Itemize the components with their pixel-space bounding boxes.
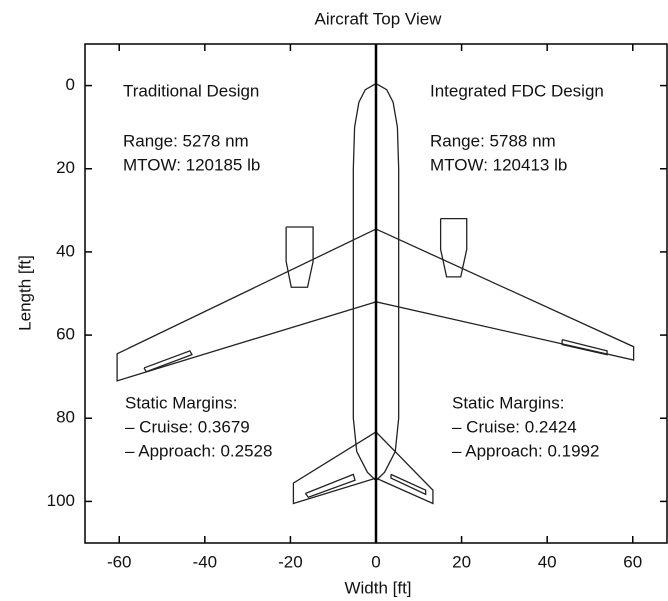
x-tick-label: 40 — [538, 552, 557, 571]
y-tick-label: 20 — [56, 158, 75, 177]
y-tick-label: 60 — [56, 325, 75, 344]
annotation: – Approach: 0.1992 — [452, 441, 599, 460]
annotation: Static Margins: — [125, 393, 237, 412]
chart-title: Aircraft Top View — [315, 9, 443, 28]
aircraft-outline — [439, 217, 468, 278]
x-tick-label: -60 — [107, 552, 132, 571]
annotation: MTOW: 120185 lb — [123, 155, 260, 174]
aircraft-outline — [390, 473, 427, 496]
x-axis-label: Width [ft] — [344, 578, 411, 597]
aircraft-outline — [375, 431, 434, 505]
y-tick-label: 100 — [47, 491, 75, 510]
aircraft-outline — [292, 431, 377, 505]
annotation: Range: 5278 nm — [123, 131, 249, 150]
aircraft-outline — [285, 226, 314, 288]
y-tick-label: 0 — [66, 75, 75, 94]
y-tick-label: 80 — [56, 408, 75, 427]
annotation: MTOW: 120413 lb — [430, 155, 567, 174]
x-tick-label: -20 — [278, 552, 303, 571]
x-tick-label: 60 — [623, 552, 642, 571]
y-tick-label: 40 — [56, 241, 75, 260]
x-tick-label: 0 — [371, 552, 380, 571]
y-axis-label: Length [ft] — [15, 255, 34, 331]
annotation: – Cruise: 0.2424 — [452, 417, 577, 436]
annotation: Integrated FDC Design — [430, 81, 604, 100]
aircraft-outline — [304, 473, 356, 499]
annotation: Range: 5788 nm — [430, 131, 556, 150]
annotation: – Approach: 0.2528 — [125, 441, 272, 460]
annotation: Static Margins: — [452, 393, 564, 412]
aircraft-outline — [116, 228, 377, 382]
x-tick-label: -40 — [193, 552, 218, 571]
aircraft-outline — [143, 350, 193, 373]
aircraft-outline — [561, 339, 608, 356]
annotation: Traditional Design — [123, 81, 259, 100]
x-tick-label: 20 — [452, 552, 471, 571]
annotation: – Cruise: 0.3679 — [125, 417, 250, 436]
aircraft-outline — [375, 228, 635, 361]
